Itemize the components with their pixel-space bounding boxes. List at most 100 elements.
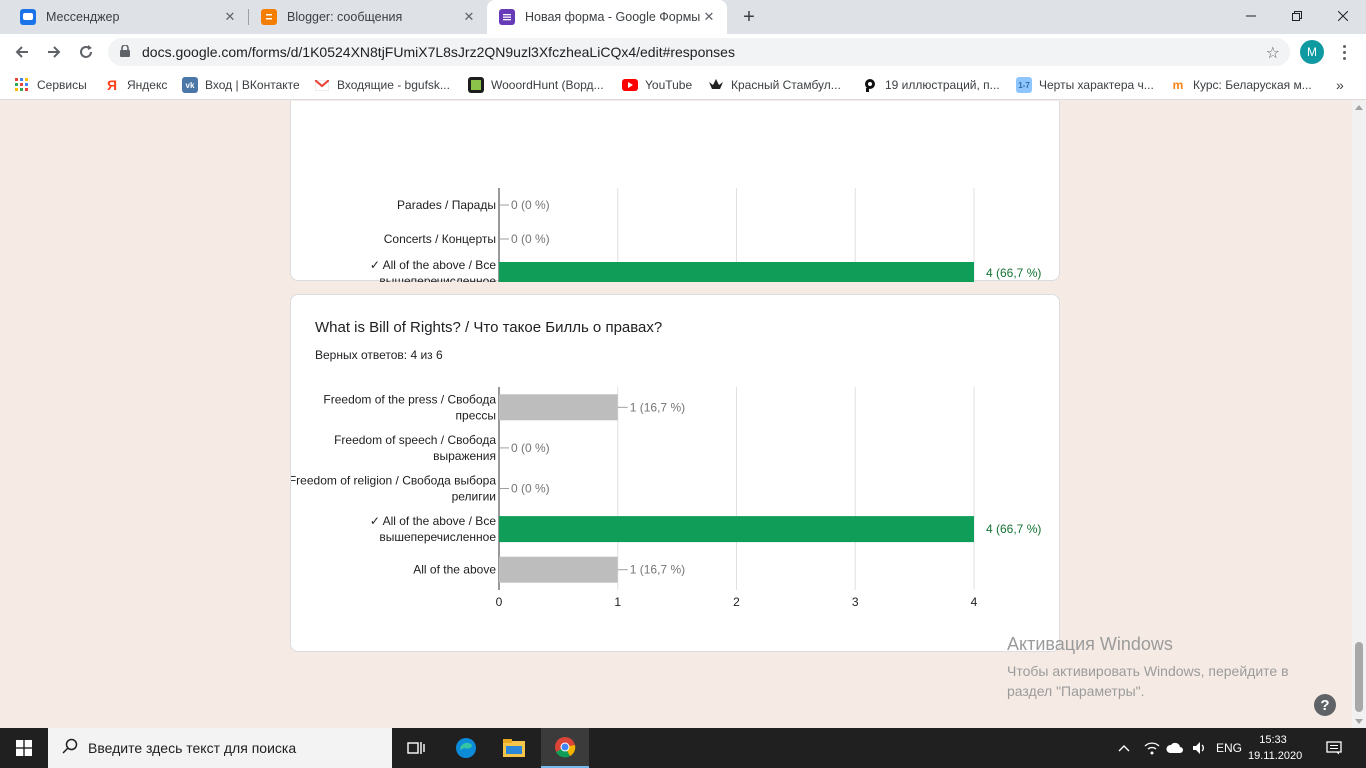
windows-taskbar: Введите здесь текст для поиска ENG 15:33… [0,728,1366,768]
onedrive-icon[interactable] [1166,728,1184,768]
start-button[interactable] [0,728,48,768]
bookmark-wooordhunt[interactable]: WooordHunt (Ворд... [468,76,604,94]
help-button[interactable]: ? [1314,694,1336,716]
edge-icon [456,738,476,758]
chrome-icon [555,737,576,758]
bar [499,556,618,583]
data-label: 0 (0 %) [511,232,550,246]
address-bar[interactable]: docs.google.com/forms/d/1K0524XN8tjFUmiX… [108,38,1290,66]
bookmark-label: Яндекс [127,78,168,92]
tab-messenger[interactable]: Мессенджер ✕ [8,0,248,34]
file-explorer-button[interactable] [490,728,538,768]
back-arrow-icon [15,46,28,58]
profile-avatar[interactable]: M [1300,40,1324,64]
data-label: 0 (0 %) [511,482,550,496]
data-label: 0 (0 %) [511,198,550,212]
back-button[interactable] [8,38,36,66]
new-tab-button[interactable]: + [743,5,755,28]
search-placeholder: Введите здесь текст для поиска [88,740,297,756]
tab-strip: Мессенджер ✕ Blogger: сообщения ✕ Новая … [0,0,1366,34]
more-bookmarks-icon[interactable]: » [1336,77,1344,93]
bookmark-star-icon[interactable]: ☆ [1265,45,1280,62]
clock-time: 15:33 [1259,734,1287,746]
category-label: Freedom of religion / Свобода выбора рели… [291,474,496,504]
windows-logo-icon [16,740,32,756]
data-label: 1 (16,7 %) [630,563,685,577]
close-icon[interactable]: ✕ [463,9,475,24]
restore-icon [1292,11,1302,21]
bar [499,394,618,421]
tab-blogger[interactable]: Blogger: сообщения ✕ [249,0,487,34]
close-icon[interactable]: ✕ [224,9,236,24]
bookmark-gmail[interactable]: Входящие - bgufsk... [314,76,450,94]
task-view-button[interactable] [392,728,440,768]
maximize-button[interactable] [1274,0,1320,32]
messenger-icon [20,9,36,25]
notifications-icon[interactable] [1326,728,1342,768]
category-label: ✓ All of the above / Все вышеперечисленно… [370,514,496,544]
forward-arrow-icon [48,46,61,58]
bookmark-yandex[interactable]: Я Яндекс [104,76,167,94]
forms-responses-page: 0 1 2 3 4 Parades / Парады 0 (0 %) Concerts / К… [0,101,1352,728]
bookmark-label: Сервисы [37,78,87,92]
edge-taskbar-button[interactable] [442,728,490,768]
bookmark-illustrations[interactable]: 19 иллюстраций, п... [862,76,1000,94]
bookmark-services[interactable]: Сервисы [14,76,87,94]
bar [499,516,974,543]
data-label: 1 (16,7 %) [630,400,685,414]
question-card-2: What is Bill of Rights? / Что такое Билл… [290,294,1060,652]
show-hidden-icons[interactable] [1118,728,1130,768]
bookmark-course[interactable]: m Курс: Беларуская м... [1170,76,1312,94]
forward-button[interactable] [40,38,68,66]
bookmark-red-istanbul[interactable]: Красный Стамбул... [708,76,841,94]
bookmark-label: 19 иллюстраций, п... [885,78,1000,92]
watermark-text: Чтобы активировать Windows, перейдите в … [1007,663,1289,699]
taskbar-search[interactable]: Введите здесь текст для поиска [48,728,392,768]
reload-icon [80,45,92,58]
clock-date: 19.11.2020 [1248,750,1303,762]
bookmark-label: YouTube [645,78,693,92]
close-icon[interactable]: ✕ [703,9,715,24]
youtube-icon [622,77,638,93]
tab-title: Мессенджер [46,10,120,24]
yandex-icon: Я [106,77,118,93]
reload-button[interactable] [72,38,100,66]
category-label: ✓ All of the above / Все вышеперечисленно… [370,258,496,282]
network-icon[interactable] [1144,728,1160,768]
chrome-taskbar-button[interactable] [541,728,589,768]
vk-icon: vk [182,77,198,93]
language-indicator[interactable]: ENG [1216,741,1243,755]
scroll-up-icon[interactable] [1355,105,1363,110]
browser-menu-icon[interactable] [1338,40,1350,64]
bookmark-youtube[interactable]: YouTube [622,76,692,94]
category-label: Parades / Парады [397,198,496,212]
volume-icon[interactable] [1192,728,1208,768]
url-text: docs.google.com/forms/d/1K0524XN8tjFUmiX… [142,44,735,60]
minimize-button[interactable] [1228,0,1274,32]
wooordhunt-icon [468,77,484,93]
task-view-icon [407,742,425,754]
category-label: Freedom of the press / Свобода прессы [323,392,496,422]
taskbar-clock[interactable]: 15:33 19.11.2020 [1248,732,1303,764]
bookmark-character-traits[interactable]: 1-7 Черты характера ч... [1016,76,1154,94]
chevron-up-icon [1118,745,1130,752]
bookmark-label: Курс: Беларуская м... [1193,78,1312,92]
close-window-button[interactable] [1320,0,1366,32]
close-icon [1338,11,1348,21]
tab-title: Blogger: сообщения [287,10,403,24]
folder-icon [503,739,525,757]
bookmarks-bar: Сервисы Я Яндекс vk Вход | ВКонтакте Вхо… [0,70,1366,100]
x-tick-label: 2 [733,595,740,609]
tab-google-forms[interactable]: Новая форма - Google Формы ✕ [487,0,727,34]
scroll-down-icon[interactable] [1355,719,1363,724]
category-label: All of the above [413,563,496,577]
question-2-chart: 0 1 2 3 4 Freedom of the press / Свобода пресс… [291,387,1041,609]
moodle-icon: m [1172,78,1184,92]
x-tick-label: 4 [971,595,978,609]
scrollbar-thumb[interactable] [1355,642,1363,712]
bookmark-vk[interactable]: vk Вход | ВКонтакте [182,76,300,94]
google-forms-icon [499,9,515,25]
page-scrollbar[interactable] [1352,101,1366,728]
